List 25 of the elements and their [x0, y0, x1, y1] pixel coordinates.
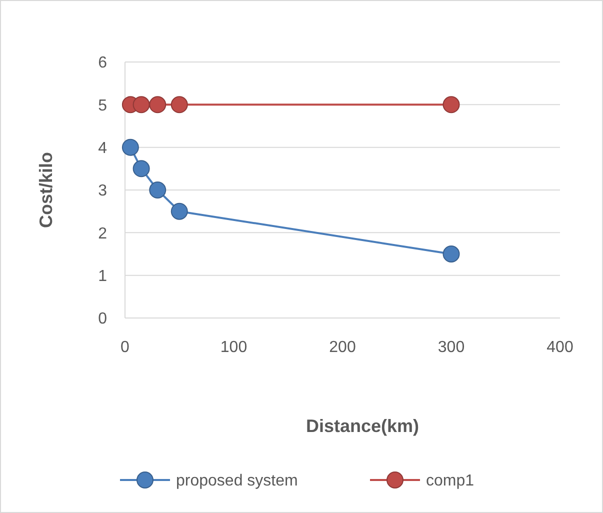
legend-label: proposed system — [176, 472, 298, 490]
y-axis-title: Cost/kilo — [36, 152, 56, 228]
y-tick-label: 0 — [98, 310, 108, 328]
x-tick-label: 200 — [329, 339, 356, 356]
point — [170, 202, 188, 220]
legend-label: comp1 — [426, 472, 474, 490]
x-tick-label: 400 — [546, 339, 574, 356]
y-tick-label: 3 — [98, 182, 108, 200]
y-tick-label: 1 — [98, 268, 108, 285]
x-tick-label: 0 — [120, 339, 130, 356]
point — [442, 96, 460, 114]
point — [149, 96, 166, 114]
x-axis-title: Distance(km) — [306, 416, 420, 436]
point — [442, 246, 460, 262]
point — [122, 138, 139, 156]
x-tick-label: 100 — [220, 339, 248, 356]
point — [132, 96, 150, 114]
point — [132, 160, 150, 178]
y-tick-label: 5 — [98, 97, 108, 114]
y-tick-label: 2 — [98, 225, 108, 242]
y-tick-label: 6 — [98, 54, 108, 72]
y-tick-label: 4 — [98, 140, 108, 157]
point — [149, 182, 166, 198]
x-tick-label: 300 — [438, 339, 465, 356]
point — [170, 96, 188, 114]
